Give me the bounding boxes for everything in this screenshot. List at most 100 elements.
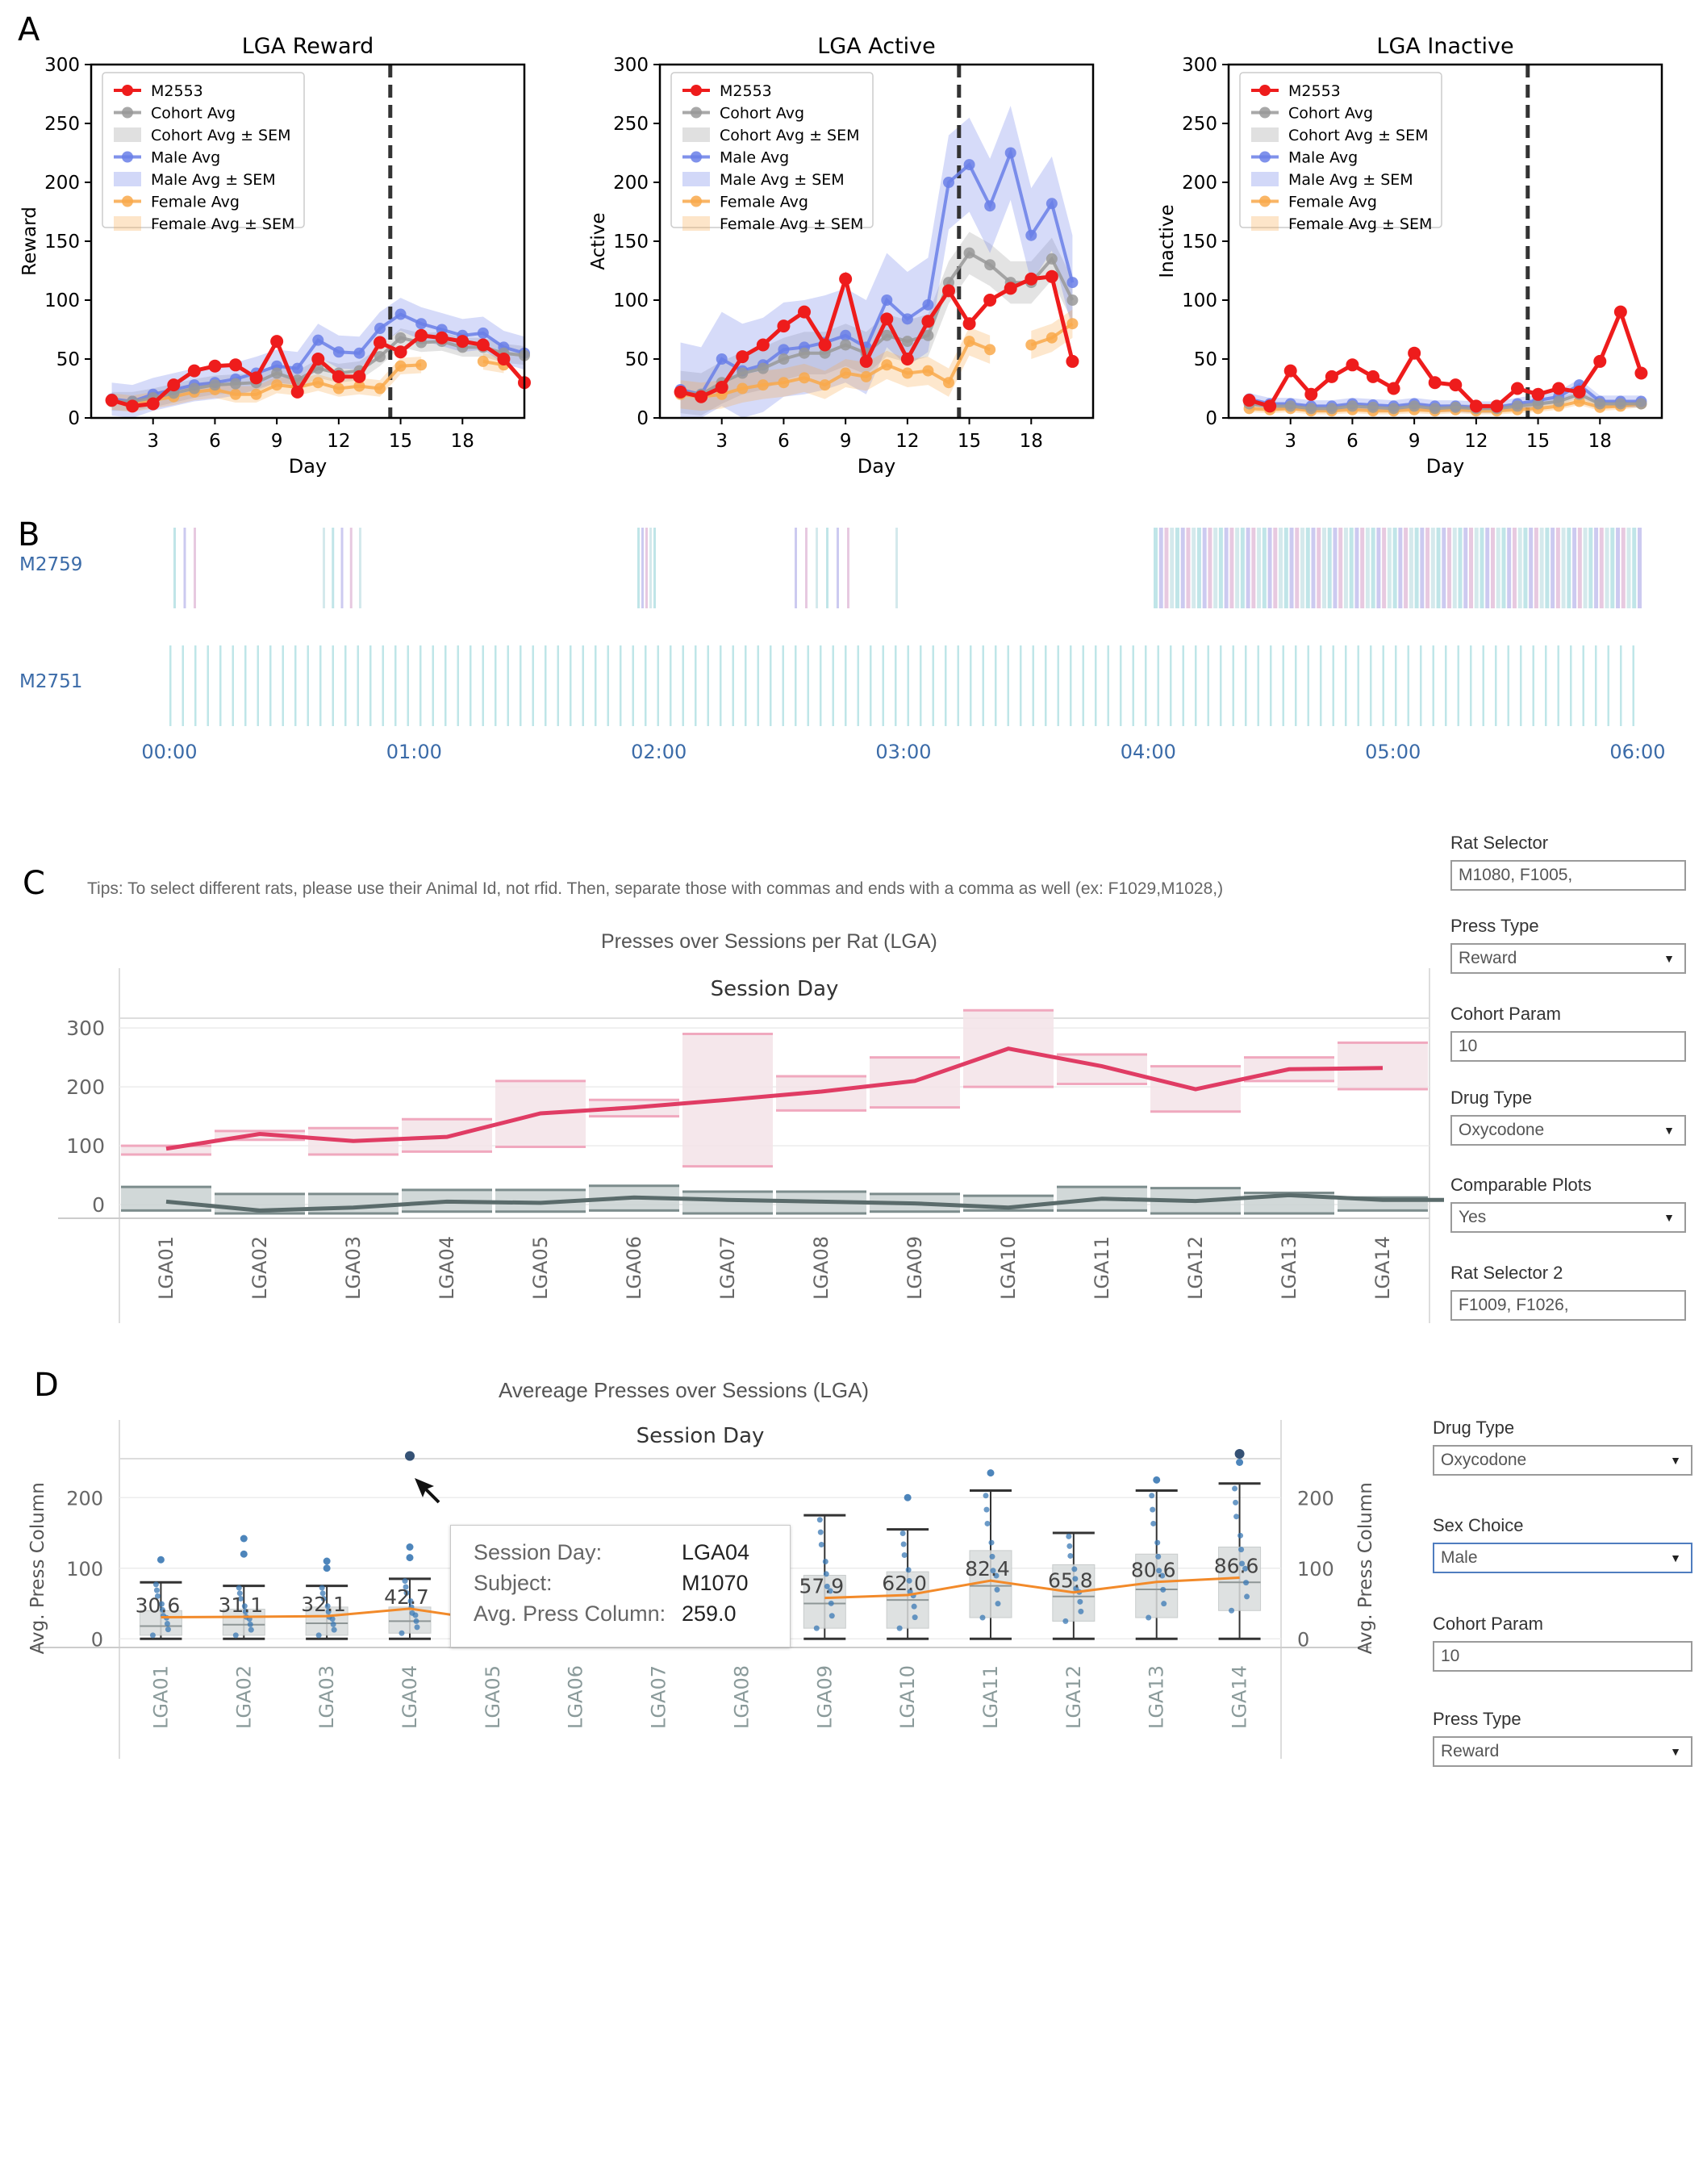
timeline-event [1452, 528, 1457, 608]
timeline-event [1057, 645, 1059, 726]
legend-label: Male Avg [720, 149, 789, 167]
timeline-event [557, 645, 559, 726]
press-type-dropdown[interactable]: Reward [1450, 943, 1686, 974]
timeline-event [970, 645, 972, 726]
drug-type-dropdown[interactable]: Oxycodone [1450, 1115, 1686, 1146]
timeline-event [1555, 528, 1560, 608]
timeline-event [1550, 528, 1555, 608]
timeline-event [470, 645, 472, 726]
comparable-plots-dropdown[interactable]: Yes [1450, 1202, 1686, 1233]
data-point [291, 362, 303, 374]
panel-label-d: D [34, 1367, 59, 1404]
data-point [823, 1571, 829, 1577]
data-point [1237, 1532, 1244, 1539]
x-tick-label: 3 [1284, 431, 1296, 452]
timeline-event [816, 528, 818, 608]
data-point [290, 385, 304, 399]
data-point [1284, 400, 1296, 412]
timeline-event [1582, 645, 1584, 726]
y-tick-label: 200 [613, 173, 649, 194]
range-band [121, 1146, 211, 1155]
data-point [353, 370, 366, 383]
timeline-event [382, 645, 384, 726]
timeline-event [832, 645, 834, 726]
y-tick-label: 300 [1182, 55, 1217, 76]
timeline-event [173, 528, 176, 608]
y-tick-label-right: 0 [1297, 1628, 1309, 1651]
data-point [922, 329, 934, 341]
tips-text: Tips: To select different rats, please u… [87, 879, 1224, 898]
timeline-event [1447, 528, 1452, 608]
timeline-tick-label: 02:00 [631, 741, 687, 763]
legend-box [670, 72, 874, 228]
timeline-event [1251, 528, 1256, 608]
x-tick-label: 6 [778, 431, 790, 452]
timeline-event [1246, 528, 1250, 608]
timeline-event [1300, 528, 1305, 608]
data-point [1408, 346, 1421, 360]
rat-selector-2-input[interactable]: F1009, F1026, [1450, 1290, 1686, 1321]
session-day-header: Session Day [711, 977, 839, 1001]
timeline-event [344, 645, 347, 726]
y-tick-label-right: 100 [1297, 1558, 1334, 1581]
timeline-event [182, 645, 184, 726]
cohort-param-input[interactable]: 10 [1450, 1031, 1686, 1062]
sex-choice-value: Male [1441, 1548, 1478, 1567]
timeline-event [1192, 528, 1196, 608]
timeline-event [1463, 528, 1468, 608]
data-point [1146, 1614, 1152, 1621]
timeline-event [1534, 528, 1538, 608]
range-band [682, 1192, 773, 1213]
data-point [126, 399, 140, 413]
data-point [715, 381, 728, 395]
data-point [819, 379, 831, 391]
average-label: 62.0 [882, 1572, 927, 1595]
data-point [859, 354, 873, 368]
timeline-event [653, 528, 656, 608]
timeline-event [1327, 528, 1332, 608]
timeline-event [1218, 528, 1223, 608]
data-point [881, 329, 893, 341]
y-axis-label: Inactive [1157, 204, 1178, 278]
data-point [1067, 1552, 1074, 1559]
data-point [402, 1578, 408, 1585]
data-point [236, 1590, 243, 1597]
timeline-event [183, 528, 186, 608]
outlier-point [323, 1557, 331, 1565]
drug-type-dropdown[interactable]: Oxycodone [1433, 1445, 1692, 1476]
data-point [1346, 358, 1359, 372]
data-point [737, 367, 749, 379]
data-point [757, 379, 769, 391]
average-label: 31.1 [218, 1593, 263, 1617]
legend-patch [682, 216, 710, 231]
timeline-event [1545, 645, 1547, 726]
timeline-event [1638, 528, 1642, 608]
press-type-dropdown[interactable]: Reward [1433, 1736, 1692, 1767]
timeline-event [232, 645, 234, 726]
timeline-event [1588, 528, 1593, 608]
x-tick-label: 6 [1346, 431, 1359, 452]
x-tick-label: 18 [451, 431, 474, 452]
data-point [1552, 382, 1566, 395]
data-point [1387, 382, 1400, 395]
outlier-point [1153, 1476, 1161, 1484]
timeline-event [641, 528, 644, 608]
data-point [164, 1620, 170, 1627]
sex-choice-dropdown[interactable]: Male [1433, 1543, 1692, 1573]
data-point [1532, 398, 1544, 410]
cohort-param-input[interactable]: 10 [1433, 1641, 1692, 1672]
timeline-event [1392, 528, 1397, 608]
timeline-event [169, 645, 172, 726]
legend-label: Cohort Avg ± SEM [151, 127, 291, 144]
timeline-event [1595, 645, 1597, 726]
data-point [407, 1597, 414, 1604]
data-point [412, 1612, 419, 1618]
data-point [1025, 272, 1038, 286]
timeline-event [269, 645, 272, 726]
data-point [1066, 294, 1079, 306]
data-point [271, 367, 283, 379]
rat-selector-input[interactable]: M1080, F1005, [1450, 860, 1686, 891]
data-point [994, 1586, 1000, 1593]
data-point [995, 1601, 1001, 1607]
timeline-event [1474, 528, 1479, 608]
